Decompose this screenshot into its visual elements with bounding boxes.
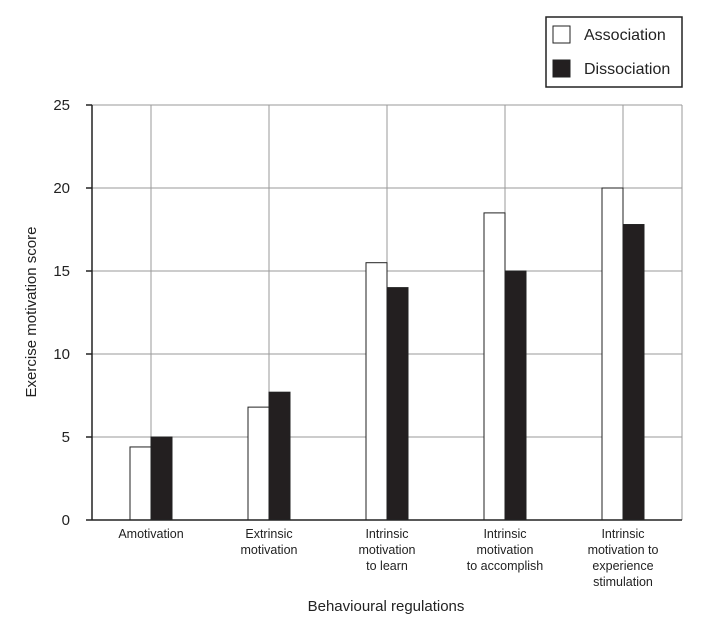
y-tick-label: 0 <box>62 512 70 529</box>
bar-association-3 <box>483 212 506 521</box>
x-category-label: Intrinsic motivation to accomplish <box>467 527 543 573</box>
bar-dissociation-1 <box>268 391 291 521</box>
legend-swatch-association <box>552 25 571 44</box>
x-category-label: Intrinsic motivation to learn <box>359 527 416 573</box>
x-category-labels: Amotivation Extrinsic motivation Intrinsic m… <box>118 527 658 589</box>
x-category-label: Intrinsic motivation to experience stimulat… <box>588 527 659 589</box>
y-tick-label: 10 <box>53 346 70 363</box>
bar-association-4 <box>601 187 624 521</box>
legend-swatch-dissociation <box>552 59 571 78</box>
bar-dissociation-0 <box>150 436 173 521</box>
axes <box>86 104 682 521</box>
bar-dissociation-3 <box>504 270 527 521</box>
x-axis-title: Behavioural regulations <box>308 598 465 615</box>
x-category-label: Extrinsic motivation <box>241 527 298 557</box>
bar-association-2 <box>365 262 388 521</box>
legend-label-association: Association <box>584 27 666 44</box>
x-category-label: Amotivation <box>118 527 183 541</box>
y-tick-labels: 0 5 10 15 20 25 <box>53 97 70 529</box>
y-axis-title: Exercise motivation score <box>23 227 40 398</box>
y-tick-label: 5 <box>62 429 70 446</box>
legend-label-dissociation: Dissociation <box>584 61 670 78</box>
y-tick-label: 20 <box>53 180 70 197</box>
y-tick-label: 25 <box>53 97 70 114</box>
y-tick-label: 15 <box>53 263 70 280</box>
legend: Association Dissociation <box>545 16 683 88</box>
bar-dissociation-2 <box>386 287 409 521</box>
bar-association-0 <box>129 446 152 521</box>
bar-association-1 <box>247 406 270 521</box>
bar-dissociation-4 <box>622 224 645 521</box>
